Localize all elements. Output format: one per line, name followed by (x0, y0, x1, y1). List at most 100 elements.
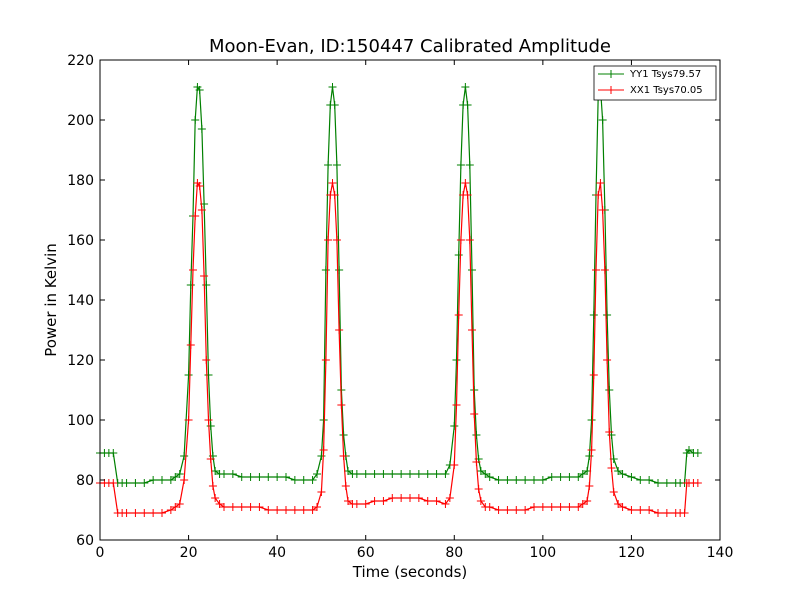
x-axis-label: Time (seconds) (352, 563, 468, 581)
data-point (341, 482, 350, 490)
data-point (122, 479, 131, 487)
data-point (149, 509, 158, 517)
data-point (600, 266, 609, 274)
data-point (662, 479, 671, 487)
data-point (397, 470, 406, 478)
data-point (184, 371, 193, 379)
data-point (594, 191, 603, 199)
data-point (337, 401, 346, 409)
y-tick-label: 80 (76, 473, 94, 489)
data-point (352, 470, 361, 478)
data-point (583, 497, 592, 505)
y-tick-label: 200 (67, 113, 94, 129)
data-point (361, 500, 370, 508)
data-point (379, 470, 388, 478)
data-point (149, 476, 158, 484)
data-point (592, 266, 600, 274)
data-point (614, 500, 623, 508)
data-point (282, 473, 290, 481)
data-point (589, 371, 598, 379)
data-point (328, 83, 337, 91)
data-point (603, 356, 612, 364)
data-point (598, 116, 607, 124)
data-point (614, 467, 623, 475)
series-xx1 (96, 179, 702, 517)
data-point (204, 416, 213, 424)
data-point (191, 116, 200, 124)
y-tick-label: 180 (67, 173, 94, 189)
data-point (186, 281, 195, 289)
data-point (472, 431, 481, 439)
data-point (470, 410, 479, 418)
data-point (237, 503, 246, 511)
data-point (317, 452, 326, 460)
data-point (379, 497, 388, 505)
data-point (158, 509, 166, 517)
data-point (197, 125, 206, 133)
data-point (441, 470, 450, 478)
ticks-layer: 0 20 40 60 80 100 120 140 60 80 100 120 140 160 180 200… (67, 53, 733, 561)
data-point (494, 476, 503, 484)
data-point (195, 182, 204, 190)
x-tick-label: 140 (707, 545, 734, 561)
data-point (202, 356, 211, 364)
data-point (344, 497, 352, 505)
data-point (321, 356, 330, 364)
data-point (662, 509, 671, 517)
data-point (175, 500, 184, 508)
data-point (321, 266, 330, 274)
data-point (388, 494, 397, 502)
data-point (578, 500, 587, 508)
data-point (206, 455, 215, 463)
data-point (578, 470, 587, 478)
y-tick-label: 140 (67, 293, 94, 309)
data-point (290, 506, 299, 514)
x-tick-label: 120 (618, 545, 645, 561)
legend-marker-yy1 (607, 70, 615, 78)
data-point (200, 272, 209, 280)
data-point (166, 476, 175, 484)
data-point (476, 497, 485, 505)
data-point (618, 503, 627, 511)
plot-area: 0 20 40 60 80 100 120 140 60 80 100 120 140 160 180 200… (67, 53, 733, 561)
data-point (547, 503, 556, 511)
data-point (175, 470, 184, 478)
data-point (607, 464, 616, 472)
data-point (406, 494, 414, 502)
data-point (574, 503, 583, 511)
data-point (465, 161, 474, 169)
legend-label-yy1: YY1 Tsys79.57 (629, 69, 701, 80)
data-point (290, 476, 299, 484)
data-point (481, 470, 490, 478)
data-point (352, 500, 361, 508)
data-point (452, 401, 461, 409)
data-point (445, 494, 454, 502)
data-point (330, 101, 339, 109)
data-point (512, 476, 521, 484)
data-point (344, 467, 352, 475)
data-point (335, 266, 344, 274)
data-point (503, 476, 512, 484)
data-point (654, 509, 662, 517)
data-point (450, 461, 459, 469)
data-point (299, 506, 308, 514)
data-point (220, 470, 228, 478)
data-point (565, 503, 574, 511)
chart-title: Moon-Evan, ID:150447 Calibrated Amplitud… (209, 36, 611, 57)
data-point (186, 341, 195, 349)
data-point (264, 506, 273, 514)
data-point (645, 476, 654, 484)
data-point (454, 251, 463, 259)
data-point (339, 431, 348, 439)
y-tick-label: 220 (67, 53, 94, 69)
data-point (685, 446, 693, 454)
data-point (645, 506, 654, 514)
data-point (693, 449, 702, 457)
data-point (598, 206, 607, 214)
legend: YY1 Tsys79.57 XX1 Tsys70.05 (593, 65, 717, 101)
data-point (184, 416, 193, 424)
data-point (361, 470, 370, 478)
data-point (465, 236, 474, 244)
data-point (370, 470, 379, 478)
data-point (468, 266, 476, 274)
